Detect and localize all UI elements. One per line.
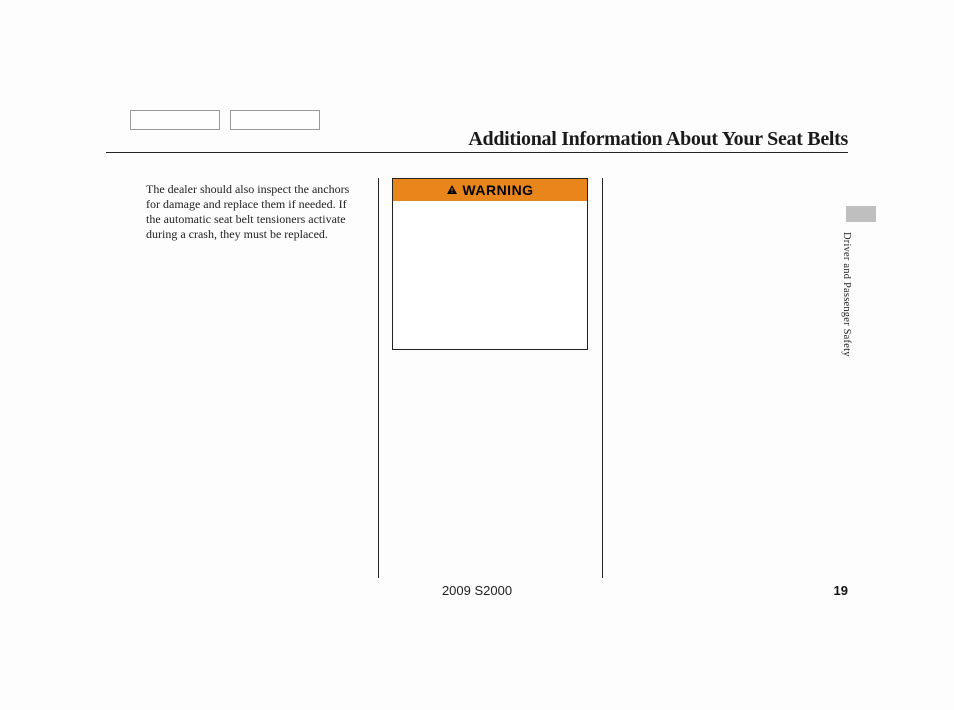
warning-label: WARNING	[462, 182, 533, 198]
top-tab-box	[230, 110, 320, 130]
warning-body	[393, 201, 587, 349]
body-paragraph: The dealer should also inspect the ancho…	[146, 182, 356, 242]
side-tab-marker	[846, 206, 876, 222]
manual-page: Additional Information About Your Seat B…	[0, 0, 954, 710]
title-underline	[106, 152, 848, 153]
warning-header: WARNING	[393, 179, 587, 201]
footer-model-year: 2009 S2000	[0, 583, 954, 598]
page-title: Additional Information About Your Seat B…	[468, 128, 848, 151]
top-tab-row	[130, 110, 320, 130]
warning-box: WARNING	[392, 178, 588, 350]
top-tab-box	[130, 110, 220, 130]
side-section-label: Driver and Passenger Safety	[841, 232, 852, 357]
column-divider	[378, 178, 379, 578]
warning-triangle-icon	[446, 184, 458, 196]
column-divider	[602, 178, 603, 578]
page-number: 19	[834, 583, 848, 598]
